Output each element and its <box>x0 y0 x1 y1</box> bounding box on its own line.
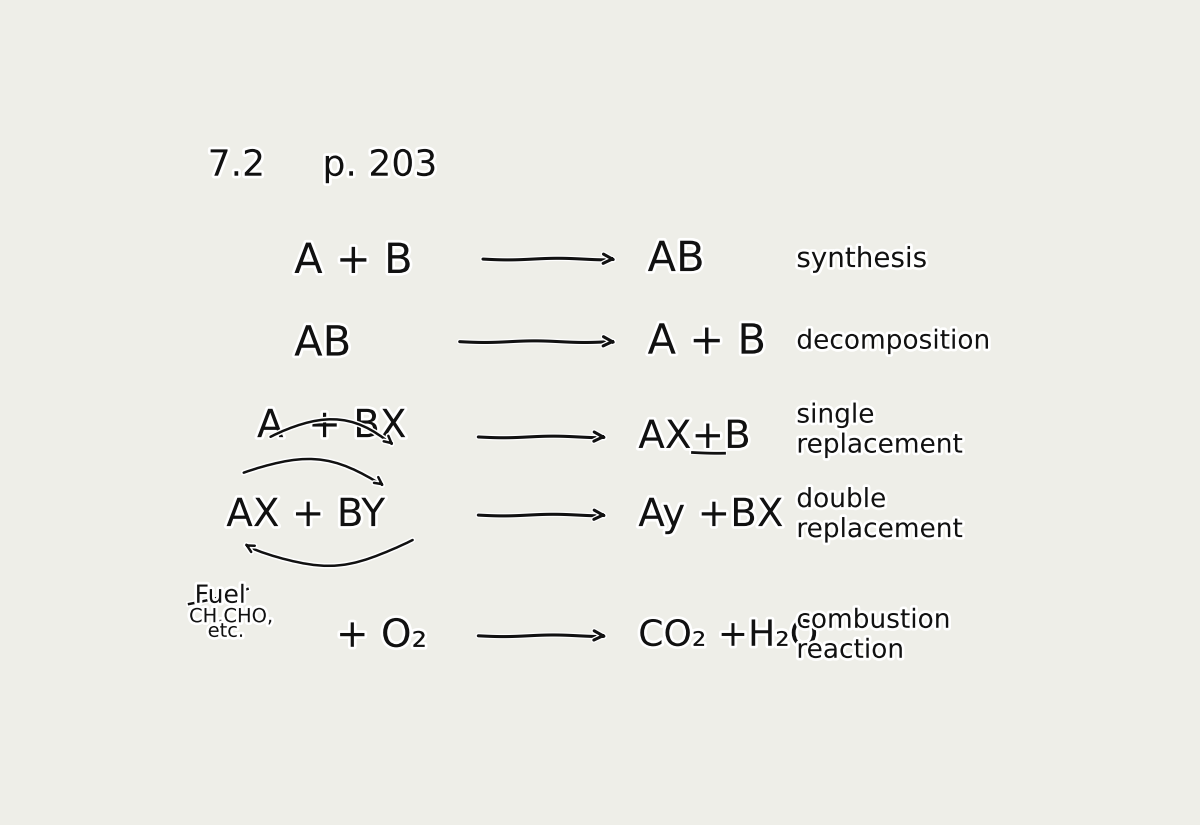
Text: A  + BX: A + BX <box>257 408 407 446</box>
Text: AB: AB <box>294 323 352 365</box>
Text: decomposition: decomposition <box>797 328 991 355</box>
Text: Ay +BX: Ay +BX <box>638 496 784 534</box>
Text: Fuel: Fuel <box>194 584 246 608</box>
Text: + O₂: + O₂ <box>336 617 427 655</box>
Text: CH,CHO,: CH,CHO, <box>190 607 272 626</box>
Text: combustion
reaction: combustion reaction <box>797 608 950 664</box>
Text: AX+B: AX+B <box>638 418 751 456</box>
Text: A + B: A + B <box>648 321 766 363</box>
Text: AX + BY: AX + BY <box>227 496 385 534</box>
Text: 7.2     p. 203: 7.2 p. 203 <box>208 148 438 182</box>
Text: etc.: etc. <box>208 622 245 641</box>
Text: double
replacement: double replacement <box>797 487 964 543</box>
Text: AB: AB <box>648 238 704 280</box>
Text: single
replacement: single replacement <box>797 403 964 459</box>
Text: CO₂ +H₂O: CO₂ +H₂O <box>638 619 818 653</box>
Text: synthesis: synthesis <box>797 245 928 273</box>
Text: A + B: A + B <box>294 240 413 282</box>
